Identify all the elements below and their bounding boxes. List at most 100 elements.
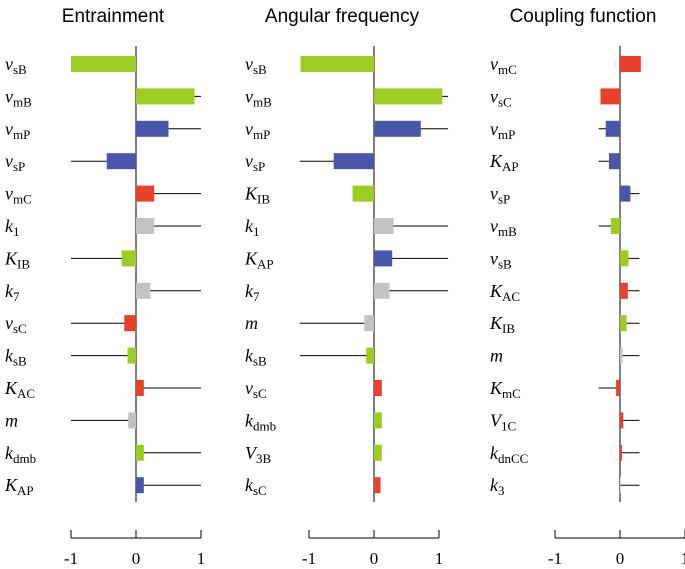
category-subscript: AC	[502, 289, 520, 304]
category-label: vsB	[490, 248, 512, 271]
bar	[374, 218, 394, 234]
category-symbol: v	[245, 86, 253, 106]
bar	[374, 88, 443, 105]
category-label: kdnCC	[490, 443, 528, 466]
bar	[620, 347, 623, 364]
bar	[620, 444, 622, 461]
category-label: vmC	[5, 184, 32, 207]
bar	[620, 250, 629, 267]
bar	[610, 218, 620, 234]
category-subscript: IB	[502, 321, 515, 336]
category-symbol: v	[490, 184, 498, 204]
x-tick-label: 0	[132, 549, 141, 568]
bar	[620, 56, 641, 72]
bar	[366, 347, 374, 364]
category-symbol: v	[5, 313, 13, 333]
bar	[136, 380, 144, 396]
x-tick-label: 1	[197, 549, 206, 568]
category-label: KIB	[4, 248, 30, 271]
category-label: vmB	[5, 86, 32, 109]
category-subscript: mB	[498, 224, 517, 239]
bar	[124, 315, 136, 332]
category-symbol: k	[5, 443, 14, 463]
category-label: KmC	[489, 378, 521, 401]
category-symbol: k	[245, 475, 254, 495]
bar	[106, 153, 136, 170]
category-symbol: v	[5, 151, 13, 171]
category-symbol: K	[489, 281, 503, 301]
category-subscript: 3	[498, 483, 505, 498]
category-symbol: v	[490, 119, 498, 139]
category-symbol: V	[245, 443, 258, 463]
bar	[352, 185, 374, 202]
category-subscript: 7	[13, 289, 20, 304]
category-label: m	[245, 313, 258, 333]
bar	[374, 250, 393, 267]
category-subscript: sC	[253, 386, 267, 401]
bar	[605, 120, 620, 137]
bar	[374, 444, 382, 461]
x-tick-label: 1	[435, 549, 444, 568]
category-label: k1	[5, 216, 20, 239]
category-symbol: m	[490, 346, 503, 366]
category-label: vsB	[5, 54, 27, 77]
category-label: k7	[5, 281, 20, 304]
bar	[620, 315, 627, 332]
category-label: ksC	[245, 475, 267, 498]
bar	[333, 153, 374, 170]
category-symbol: K	[244, 184, 258, 204]
category-symbol: k	[245, 281, 254, 301]
category-subscript: 1	[253, 224, 260, 239]
category-subscript: AP	[257, 256, 274, 271]
bar	[300, 56, 374, 72]
panel-title: Entrainment	[62, 6, 165, 27]
category-label: KIB	[244, 184, 270, 207]
category-symbol: k	[5, 281, 14, 301]
category-symbol: K	[4, 378, 18, 398]
bar	[136, 120, 169, 137]
x-tick-label: 0	[616, 549, 625, 568]
category-symbol: v	[490, 86, 498, 106]
bar	[136, 282, 151, 299]
category-symbol: v	[245, 119, 253, 139]
category-subscript: dnCC	[498, 451, 528, 466]
category-subscript: sC	[498, 94, 512, 109]
category-symbol: k	[245, 410, 254, 430]
bar	[136, 185, 155, 202]
x-tick-label: 1	[681, 549, 685, 568]
x-tick-label: -1	[64, 549, 78, 568]
bar	[374, 380, 382, 396]
category-subscript: sB	[13, 354, 27, 369]
bar	[620, 412, 624, 429]
category-subscript: sB	[253, 354, 267, 369]
category-symbol: v	[245, 378, 253, 398]
bar	[71, 56, 136, 72]
bar	[374, 120, 421, 137]
bar	[136, 88, 195, 105]
bar	[600, 88, 620, 105]
category-label: vmC	[490, 54, 517, 77]
category-symbol: K	[244, 248, 258, 268]
category-label: ksB	[5, 346, 27, 369]
category-symbol: K	[4, 248, 18, 268]
category-label: kdmb	[245, 410, 276, 433]
bar	[374, 412, 382, 429]
category-label: m	[490, 346, 503, 366]
category-symbol: v	[490, 54, 498, 74]
category-label: kdmb	[5, 443, 36, 466]
category-label: vsC	[245, 378, 267, 401]
category-subscript: sB	[498, 256, 512, 271]
bar	[136, 477, 144, 494]
category-subscript: sP	[253, 159, 265, 174]
category-subscript: dmb	[13, 451, 36, 466]
bar	[136, 218, 155, 234]
category-label: KAC	[489, 281, 520, 304]
category-subscript: 1	[13, 224, 20, 239]
category-subscript: mP	[498, 127, 515, 142]
category-subscript: sC	[253, 483, 267, 498]
category-subscript: mP	[253, 127, 270, 142]
bar	[374, 477, 381, 494]
category-symbol: K	[489, 313, 503, 333]
category-subscript: sB	[13, 62, 27, 77]
